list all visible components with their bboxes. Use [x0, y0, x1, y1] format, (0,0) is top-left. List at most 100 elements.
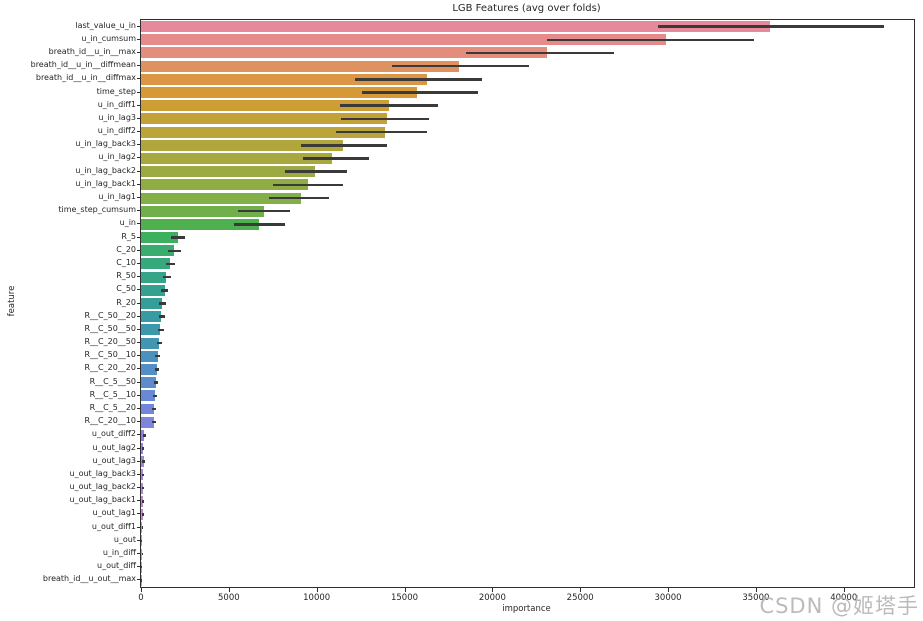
- x-tick-mark: [141, 588, 142, 592]
- error-bar-u_in_lag1: [269, 196, 329, 200]
- error-bar-u_in_diff1: [339, 104, 438, 107]
- error-bar-time_step: [362, 91, 479, 94]
- y-tick-mark: [137, 262, 140, 264]
- y-tick-label: C_10: [116, 257, 136, 267]
- y-tick-mark: [137, 91, 140, 93]
- y-axis-tick-labels: last_value_u_in u_in_cumsum breath_id__u_i…: [0, 0, 136, 621]
- y-tick-label: R__C_50__50: [84, 323, 136, 333]
- y-tick-mark: [137, 117, 140, 119]
- y-tick-label: R__C_5__10: [89, 389, 136, 399]
- y-tick-label: C_20: [116, 244, 136, 254]
- error-bar-R__C_20__20: [154, 368, 160, 371]
- y-tick-label: u_out_diff: [97, 561, 136, 571]
- x-tick-label: 40000: [830, 593, 858, 603]
- y-tick-label: u_out_lag2: [92, 442, 136, 452]
- error-bar-u_out_diff: [141, 565, 143, 569]
- y-tick-mark: [137, 460, 140, 462]
- error-bar-u_in_lag_back3: [300, 144, 387, 147]
- bar-R__C_20__20: [141, 363, 157, 375]
- error-bar-u_in_lag_back2: [285, 170, 347, 173]
- bar-C_50: [141, 284, 165, 296]
- error-bar-R__C_20__10: [151, 420, 156, 424]
- bar-R__C_50__50: [141, 324, 161, 336]
- bar-R__C_50__20: [141, 311, 162, 323]
- bar-C_20: [141, 245, 175, 257]
- bar-u_in: [141, 218, 259, 230]
- y-tick-label: R__C_20__10: [84, 416, 136, 426]
- error-bar-last_value_u_in: [657, 25, 885, 28]
- error-bar-u_in_diff2: [336, 130, 428, 134]
- error-bar-u_out_lag2: [142, 447, 145, 450]
- bar-u_out_lag2: [141, 443, 144, 455]
- y-tick-mark: [137, 183, 140, 185]
- y-tick-label: breath_id__u_out__max: [42, 574, 136, 584]
- error-bar-R_5: [170, 236, 185, 239]
- y-tick-label: breath_id__u_in__diffmax: [35, 73, 136, 83]
- error-bar-R_20: [159, 302, 166, 305]
- y-tick-mark: [137, 434, 140, 436]
- bar-C_10: [141, 258, 170, 270]
- x-tick-mark: [316, 588, 318, 592]
- error-bar-u_out_diff1: [141, 526, 144, 529]
- y-tick-mark: [137, 104, 140, 106]
- y-tick-mark: [137, 368, 140, 370]
- y-tick-label: R__C_5__50: [89, 376, 136, 386]
- y-tick-mark: [137, 223, 140, 225]
- x-tick-label: 30000: [654, 593, 682, 603]
- y-tick-mark: [137, 210, 140, 212]
- bar-last_value_u_in: [141, 21, 770, 33]
- x-tick-mark: [843, 588, 845, 592]
- bar-R_5: [141, 232, 178, 244]
- bar-R_50: [141, 271, 167, 283]
- y-tick-label: u_in_cumsum: [81, 33, 136, 43]
- y-tick-label: u_out_lag1: [92, 508, 136, 518]
- y-tick-label: breath_id__u_in__diffmean: [30, 60, 136, 70]
- x-tick-mark: [580, 588, 582, 592]
- x-tick-mark: [668, 588, 670, 592]
- x-tick-label: 0: [138, 593, 144, 603]
- bar-breath_id__u_in__diffmax: [141, 73, 428, 85]
- error-bar-C_20: [168, 249, 181, 252]
- bar-R__C_50__10: [141, 350, 158, 362]
- y-tick-mark: [137, 276, 140, 278]
- error-bar-R__C_50__10: [155, 354, 161, 358]
- x-tick-mark: [755, 588, 757, 592]
- bar-R_20: [141, 298, 163, 309]
- x-tick-label: 10000: [303, 593, 331, 603]
- y-tick-mark: [137, 487, 140, 489]
- bar-u_in_lag_back2: [141, 166, 315, 178]
- y-tick-label: R_5: [121, 231, 136, 241]
- error-bar-u_in_lag_back1: [272, 183, 344, 187]
- y-tick-label: u_out_diff1: [91, 521, 136, 531]
- y-tick-label: C_50: [116, 284, 136, 294]
- error-bar-breath_id__u_in__max: [466, 51, 614, 55]
- y-tick-mark: [137, 78, 140, 80]
- y-tick-label: u_in_lag_back2: [75, 165, 136, 175]
- bar-u_out_diff2: [141, 429, 145, 441]
- y-tick-mark: [137, 302, 140, 304]
- x-tick-mark: [492, 588, 494, 592]
- error-bar-breath_id__u_in__diffmax: [355, 78, 482, 81]
- bar-u_in_lag1: [141, 192, 301, 204]
- y-tick-label: breath_id__u_in__max: [48, 46, 136, 56]
- bar-breath_id__u_in__max: [141, 47, 547, 59]
- plot-area: [140, 19, 915, 588]
- y-tick-label: R_20: [116, 297, 136, 307]
- x-axis-label: importance: [502, 604, 551, 614]
- bar-breath_id__u_in__diffmean: [141, 60, 459, 72]
- bar-u_in_diff1: [141, 100, 389, 112]
- y-tick-label: u_in_lag1: [98, 192, 136, 201]
- error-bar-u_in: [234, 223, 286, 226]
- bar-R__C_5__10: [141, 390, 156, 402]
- y-tick-mark: [137, 473, 140, 475]
- y-tick-mark: [137, 51, 140, 53]
- y-tick-label: u_in_lag_back3: [75, 139, 136, 149]
- y-tick-mark: [137, 315, 140, 317]
- y-tick-label: u_in: [119, 218, 136, 228]
- y-tick-mark: [137, 170, 140, 172]
- y-tick-mark: [137, 407, 140, 409]
- bar-R__C_20__50: [141, 337, 160, 349]
- y-tick-mark: [137, 144, 140, 146]
- x-tick-label: 25000: [566, 593, 594, 603]
- y-tick-mark: [137, 500, 140, 502]
